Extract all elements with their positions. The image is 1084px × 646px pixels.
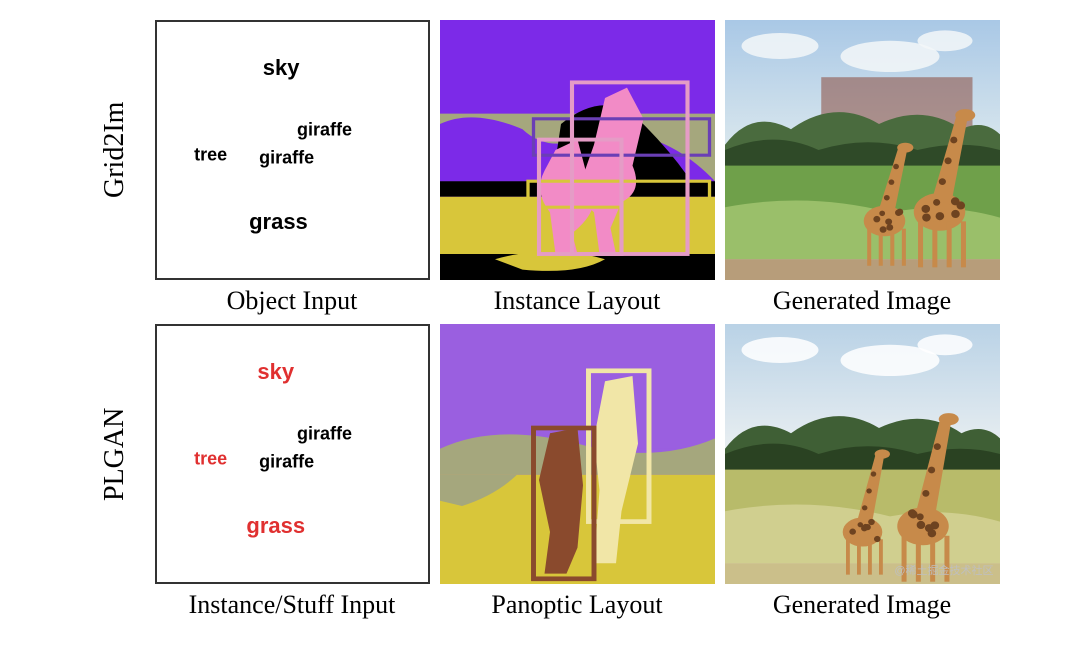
region-sky — [440, 20, 715, 114]
caption-generated-image-2: Generated Image — [725, 586, 1000, 626]
obj-label-tree-2: tree — [194, 449, 227, 470]
obj-label-grass-4: grass — [246, 513, 305, 539]
generated-scene-svg — [725, 20, 1000, 280]
obj-label-tree-2: tree — [194, 145, 227, 166]
generated-scene-svg — [725, 324, 1000, 584]
obj-label-grass-4: grass — [249, 209, 308, 235]
row-label-plgan: PLGAN — [85, 324, 145, 584]
instance_layout-svg — [440, 20, 715, 280]
caption-panoptic-layout: Panoptic Layout — [440, 586, 715, 626]
obj-label-giraffe-1: giraffe — [297, 423, 352, 444]
generated-image-grid2im — [725, 20, 1000, 280]
object-input-plgan: sky giraffe tree giraffe grass — [155, 324, 430, 584]
caption-instance-layout: Instance Layout — [440, 282, 715, 322]
caption-generated-image: Generated Image — [725, 282, 1000, 322]
instance-layout-grid2im — [440, 20, 715, 280]
row-label-grid2im: Grid2Im — [85, 20, 145, 280]
obj-label-giraffe-3: giraffe — [259, 451, 314, 472]
panoptic-layout-plgan — [440, 324, 715, 584]
obj-label-giraffe-3: giraffe — [259, 147, 314, 168]
caption-object-input: Object Input — [155, 282, 430, 322]
generated-image-plgan: @稀土掘金技术社区 — [725, 324, 1000, 584]
object-input-grid2im: sky giraffe tree giraffe grass — [155, 20, 430, 280]
figure-grid: Grid2Im sky giraffe tree giraffe grass Objec… — [20, 20, 1064, 626]
obj-label-giraffe-1: giraffe — [297, 119, 352, 140]
obj-label-sky-0: sky — [257, 359, 294, 385]
obj-label-sky-0: sky — [263, 55, 300, 81]
watermark-text: @稀土掘金技术社区 — [894, 562, 993, 578]
caption-instance-stuff-input: Instance/Stuff Input — [155, 586, 430, 626]
panoptic_layout-svg — [440, 324, 715, 584]
